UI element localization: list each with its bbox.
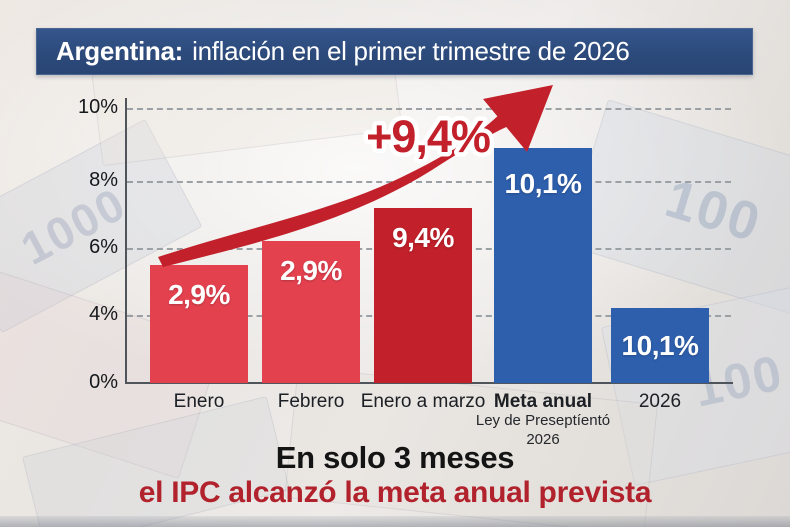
x-label-enero: Enero (173, 391, 225, 412)
y-tick-label: 4% (89, 303, 118, 325)
y-tick-label: 0% (89, 371, 118, 393)
title-subject: inflación en el primer trimestre de 2026 (192, 36, 630, 66)
bar-value-label: 10,1% (504, 168, 582, 200)
bar-value-label: 2,9% (168, 278, 230, 310)
x-label-febrero: Febrero (277, 391, 345, 412)
title-bar: Argentina: inflación en el primer trimes… (36, 28, 753, 75)
footer-line-2: el IPC alcanzó la meta anual prevista (138, 476, 652, 510)
bar-value-label: 10,1% (621, 329, 699, 361)
footer-caption: En solo 3 meses el IPC alcanzó la meta a… (0, 441, 790, 510)
gridline (127, 108, 731, 110)
y-axis-line (125, 98, 127, 383)
x-label-2026: 2026 (638, 391, 682, 412)
bar-meta-anual: 10,1% (494, 148, 592, 383)
y-tick-label: 6% (89, 236, 118, 258)
photo-bottom-edge (0, 516, 790, 527)
footer-line-1: En solo 3 meses (275, 440, 515, 475)
banknote-shape: 100 (563, 99, 790, 323)
x-sublabel-line-1: Ley de Preseptíentó (475, 412, 611, 429)
bar-2026: 10,1% (611, 308, 709, 383)
bar-febrero: 2,9% (262, 241, 360, 383)
x-sublabel-line-2: 2026 (526, 430, 560, 448)
bar-enero-a-marzo: 9,4% (374, 207, 472, 383)
y-tick-label: 10% (77, 96, 118, 118)
x-sublabel: Ley de Preseptíentó 2026 (433, 412, 653, 450)
bar-value-label: 2,9% (280, 255, 342, 287)
gridline (127, 181, 731, 183)
title-country: Argentina: (56, 36, 184, 66)
bar-value-label: 9,4% (392, 221, 454, 253)
x-label-meta-anual: Meta anual (493, 391, 593, 412)
bar-enero: 2,9% (150, 264, 248, 383)
y-tick-label: 8% (89, 169, 118, 191)
x-label-enero-a-marzo: Enero a marzo (360, 391, 486, 412)
x-axis-baseline (125, 382, 733, 384)
